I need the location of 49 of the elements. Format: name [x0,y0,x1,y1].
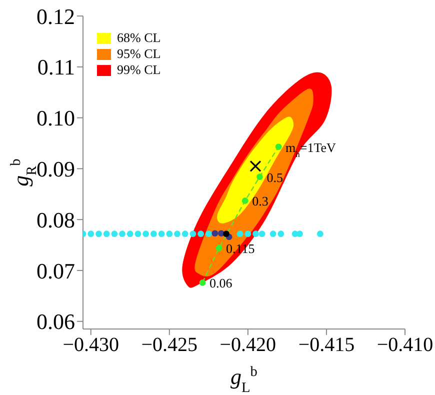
point [316,230,324,238]
legend-label: 68% CL [117,30,161,45]
point [252,230,259,238]
point [119,230,126,238]
point [242,198,248,204]
point [190,230,196,238]
y-tick-label: 0.07 [36,258,75,284]
point [270,230,276,238]
x-tick-label: −0.420 [220,334,276,356]
annotation: 0.06 [210,276,233,291]
legend-label: 95% CL [117,46,161,61]
point [174,230,180,238]
legend-label: 99% CL [117,62,161,77]
y-tick-label: 0.10 [36,106,75,131]
point [199,279,206,286]
annotation: 0.5 [266,170,283,185]
point [296,230,303,238]
x-tick-label: −0.415 [298,334,355,356]
x-tick-label: −0.425 [141,334,198,356]
point [158,230,165,238]
y-tick-label: 0.08 [36,207,75,232]
point [278,230,284,238]
y-tick-label: 0.11 [37,54,75,80]
point [258,230,266,238]
point [256,174,263,180]
point [205,230,212,238]
point [212,230,218,237]
annotation: 0.3 [252,194,268,209]
point [103,230,110,238]
point [216,244,222,252]
x-tick-label: −0.410 [376,334,434,356]
point [198,230,204,238]
point [250,160,262,172]
y-tick-label: 0.06 [36,309,75,334]
point [111,230,118,238]
y-tick-label: 0.12 [36,4,75,29]
point [275,144,282,150]
point [96,230,102,238]
point [88,230,94,238]
point [182,230,188,238]
x-tick-label: −0.430 [62,334,119,356]
point [223,230,230,238]
point [244,230,252,238]
point [134,230,142,238]
point [150,230,157,238]
point [236,230,244,238]
point [142,230,150,238]
point [126,230,134,238]
point [166,230,173,238]
